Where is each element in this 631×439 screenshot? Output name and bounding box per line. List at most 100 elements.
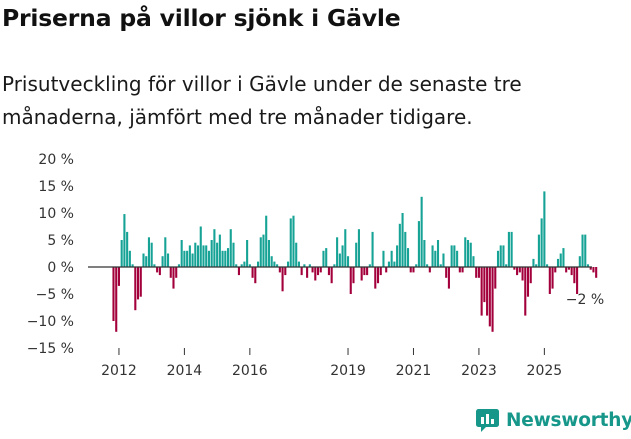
bar [565, 267, 568, 273]
bar [256, 261, 260, 267]
bar [546, 264, 549, 267]
bar [336, 237, 339, 267]
bar [559, 253, 562, 267]
newsworthy-logo-icon [476, 409, 499, 432]
bar [390, 250, 393, 267]
bar [156, 267, 159, 273]
bar [554, 267, 557, 273]
bar [270, 256, 273, 267]
bar [447, 267, 450, 289]
bar [352, 267, 355, 284]
bar [387, 261, 390, 267]
bar [147, 237, 150, 267]
bar [166, 253, 170, 267]
bar [499, 245, 502, 267]
bar [248, 264, 251, 267]
brand-name: Newsworthy [506, 410, 631, 431]
bar [115, 267, 118, 332]
bar [164, 237, 167, 267]
y-tick-label: −15 % [27, 341, 74, 357]
bar [289, 218, 292, 267]
bar [235, 264, 238, 267]
bar [401, 213, 404, 267]
bar [581, 234, 584, 267]
bar [491, 267, 494, 332]
bar [436, 240, 440, 267]
bar [472, 256, 475, 267]
bar [548, 267, 551, 294]
bar [319, 267, 322, 273]
bar [153, 264, 156, 267]
bar [226, 248, 230, 267]
bar [322, 250, 325, 267]
bar [398, 223, 401, 267]
bar [486, 267, 489, 316]
bar [505, 264, 508, 267]
bar [314, 267, 317, 281]
bar [423, 240, 426, 267]
bar [131, 264, 134, 267]
bar [406, 248, 410, 267]
bar [349, 267, 352, 294]
bar [188, 245, 191, 267]
bar [210, 240, 213, 267]
bar [213, 229, 216, 267]
bar [513, 267, 516, 270]
bar [325, 248, 328, 267]
bar [434, 250, 437, 267]
y-tick-label: 20 % [38, 152, 74, 168]
bar [251, 267, 254, 278]
bar [237, 267, 240, 276]
bar [286, 261, 290, 267]
bar [526, 267, 530, 297]
bar [374, 267, 377, 289]
bar [475, 267, 478, 278]
chart-bars [112, 191, 598, 332]
bar [199, 226, 202, 267]
bar [456, 250, 459, 267]
bar [586, 264, 590, 267]
bar [262, 234, 265, 267]
bar [330, 267, 333, 284]
bar [175, 267, 178, 278]
bar [265, 215, 268, 267]
bar [439, 264, 442, 267]
bar [570, 267, 573, 276]
bar [216, 242, 219, 267]
bar [308, 264, 311, 267]
bar [573, 267, 576, 284]
bar [327, 267, 330, 276]
bar [297, 261, 300, 267]
bar [409, 267, 412, 273]
bar [232, 242, 235, 267]
bar [589, 267, 592, 270]
bar [376, 267, 380, 284]
bar [218, 234, 221, 267]
bar [584, 234, 587, 267]
bar [161, 256, 164, 267]
bar [469, 242, 472, 267]
bar [134, 267, 137, 311]
y-tick-label: 5 % [47, 233, 74, 249]
bar [338, 253, 341, 267]
bar [477, 267, 480, 278]
bar [177, 264, 180, 267]
bar [126, 231, 129, 267]
x-tick-label: 2025 [527, 363, 563, 379]
bar [191, 253, 194, 267]
bar [202, 245, 205, 267]
bar [412, 267, 415, 273]
bar [488, 267, 491, 327]
bar [360, 267, 363, 281]
bar-chart: −15 %−10 %−5 %0 %5 %10 %15 %20 % 2012 201… [27, 152, 604, 379]
bar [464, 237, 467, 267]
bar [404, 231, 407, 267]
bar [112, 267, 115, 321]
bar [431, 245, 434, 267]
bar [521, 267, 524, 281]
bar [445, 267, 448, 278]
bar [453, 245, 456, 267]
bar [415, 264, 418, 267]
bar [466, 240, 470, 267]
bar [543, 191, 546, 267]
